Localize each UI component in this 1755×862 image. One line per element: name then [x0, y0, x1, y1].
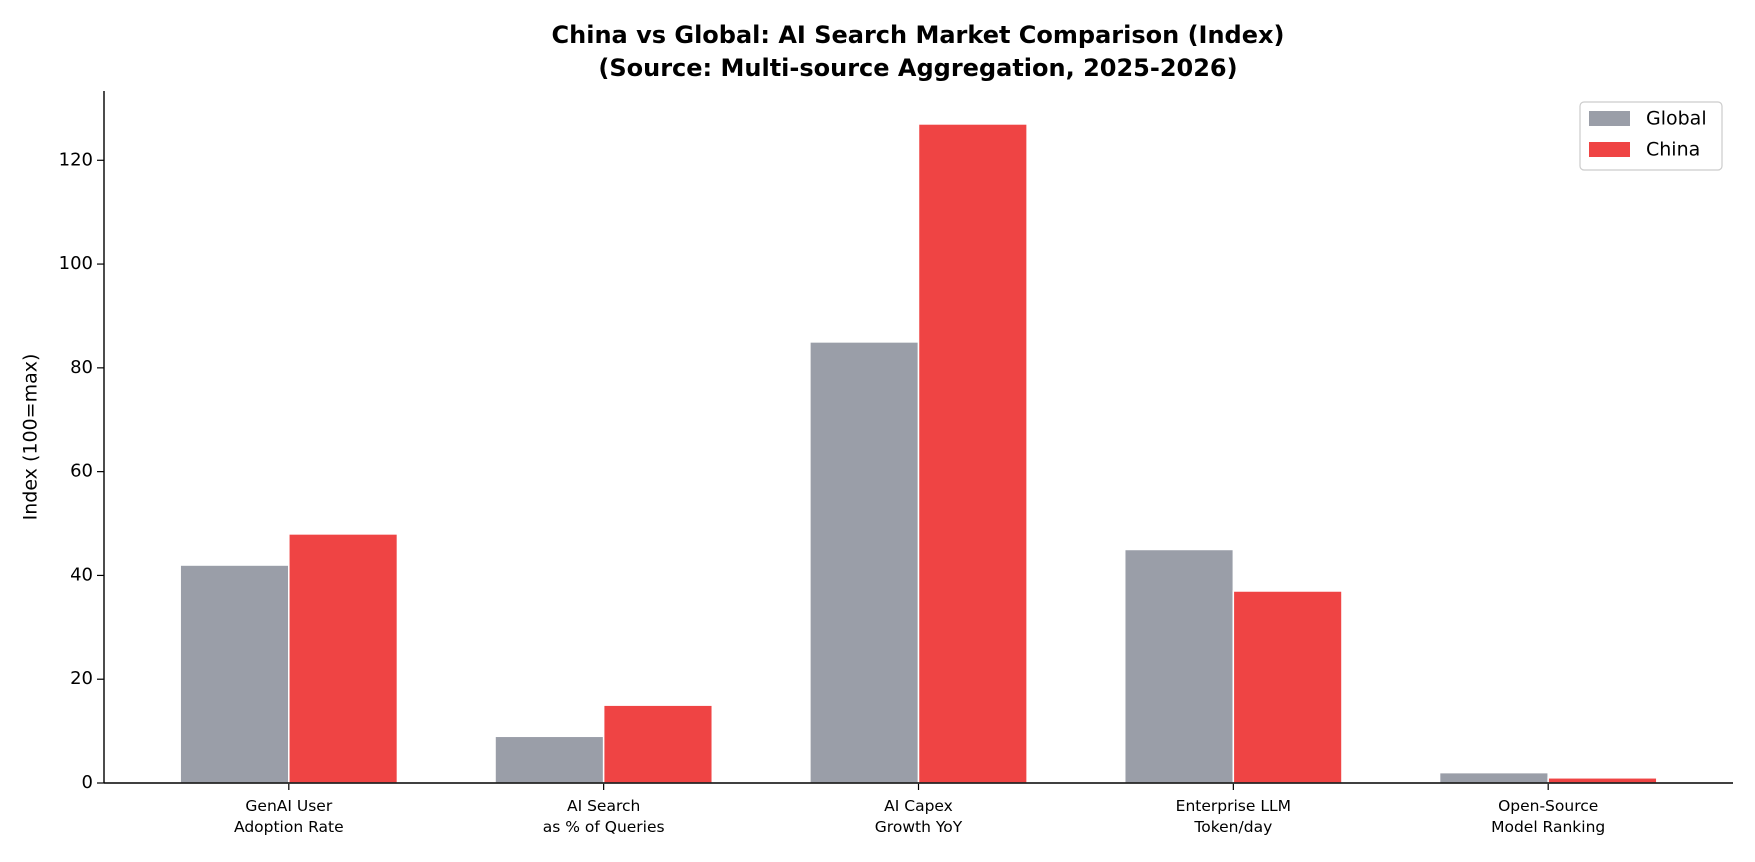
y-tick-label: 20 — [70, 668, 93, 689]
y-tick-label: 60 — [70, 461, 93, 482]
bar — [1123, 548, 1235, 784]
bar — [1438, 771, 1549, 784]
legend-swatch — [1589, 142, 1630, 157]
legend-label: Global — [1646, 108, 1707, 130]
y-tick-label: 100 — [59, 253, 93, 274]
bar — [809, 341, 920, 784]
y-tick-label: 0 — [82, 772, 93, 793]
bar — [602, 704, 714, 784]
bar — [1547, 777, 1658, 784]
bar — [917, 123, 1028, 784]
bar — [288, 533, 399, 784]
bar — [494, 735, 605, 784]
bar — [1232, 590, 1343, 784]
x-tick-label: Open-Source Model Ranking — [1491, 797, 1605, 836]
y-axis-label: Index (100=max) — [20, 354, 42, 521]
legend-swatch — [1589, 111, 1630, 126]
chart-subtitle: (Source: Multi-source Aggregation, 2025-… — [598, 54, 1237, 82]
y-tick-label: 120 — [59, 149, 93, 170]
legend-label: China — [1646, 139, 1700, 161]
bar — [179, 564, 290, 784]
y-tick-label: 80 — [70, 357, 93, 378]
chart-title: China vs Global: AI Search Market Compar… — [552, 21, 1285, 49]
y-tick-label: 40 — [70, 564, 93, 585]
x-tick-label: AI Capex Growth YoY — [875, 797, 963, 836]
x-tick-label: Enterprise LLM Token/day — [1176, 797, 1291, 836]
x-tick-label: GenAI User Adoption Rate — [234, 797, 344, 836]
x-tick-label: AI Search as % of Queries — [543, 797, 665, 836]
